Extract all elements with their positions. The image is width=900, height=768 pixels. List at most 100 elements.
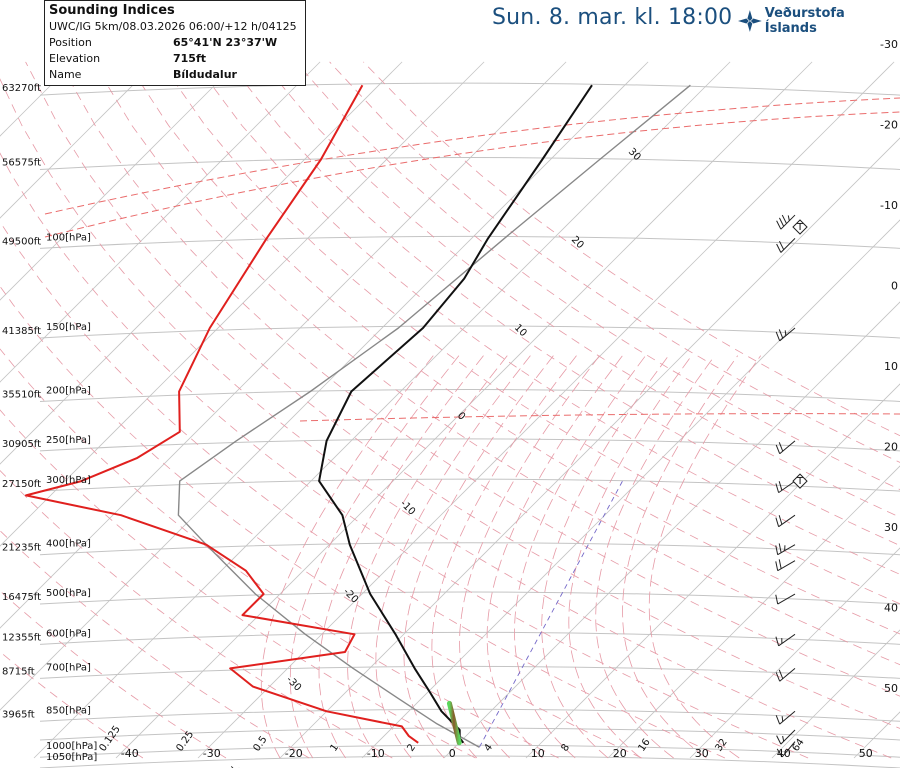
wind-barb-staff: [778, 514, 796, 528]
altitude-label: 49500ft: [2, 236, 41, 247]
wind-barb-flag: [781, 716, 784, 722]
dry-adiabat-line: [194, 61, 900, 575]
level-marker-label: T: [796, 222, 804, 233]
wind-barb-flag: [778, 240, 785, 250]
axis-labels: 1050[hPa]1000[hPa] 850[hPa] 3965ft 700[hPa]…: [2, 38, 898, 768]
wind-barb-staff: [779, 440, 796, 455]
moist-adiabat-line: [622, 355, 739, 759]
dry-adiabat-line: [126, 61, 900, 635]
wind-barb: [775, 514, 796, 528]
mixing-ratio-label: 1: [328, 742, 341, 754]
wind-barb-staff: [781, 741, 796, 758]
parcel-curve: [177, 84, 691, 748]
mixing-ratio-label: 32: [713, 737, 729, 754]
altitude-label: 8715ft: [2, 666, 35, 677]
isobar-line: [39, 82, 900, 96]
altitude-label: 35510ft: [2, 390, 41, 401]
wind-barb-flag: [775, 483, 780, 493]
infobox-label: Position: [49, 36, 92, 49]
isotherm-line: [33, 61, 731, 759]
level-marker-label: T: [796, 476, 804, 487]
dry-adiabat-line: [261, 61, 900, 518]
chart-title: Sun. 8. mar. kl. 18:00: [492, 5, 733, 30]
wind-barb-staff: [780, 237, 796, 253]
wind-barb-flag: [776, 748, 783, 758]
bottom-temp-label: 40: [777, 747, 791, 760]
dry-adiabat-line: [0, 651, 144, 759]
infobox-row-elevation: Elevation 715ft: [49, 51, 301, 67]
dry-adiabat-line: [25, 61, 900, 729]
isotherm-line: [361, 219, 900, 759]
moist-adiabat-line: [514, 355, 646, 759]
infobox-value: 65°41'N 23°37'W: [173, 36, 278, 49]
mixing-ratio-label: 8: [559, 742, 572, 754]
isobar-line: [39, 708, 900, 722]
wind-barb-staff: [780, 214, 796, 230]
moist-adiabat-line: [648, 355, 762, 759]
isotherm-line: [0, 61, 567, 629]
pressure-label: 100[hPa]: [46, 232, 91, 243]
dewpoint-curve: [25, 84, 419, 744]
temperature-curve: [318, 84, 593, 744]
moist-adiabat-line: [568, 355, 692, 759]
upper-dashed-line: [299, 413, 900, 422]
altitude-label: 27150ft: [2, 479, 41, 490]
infobox-title: Sounding Indices: [49, 3, 175, 18]
dry-adiabat-line: [329, 61, 900, 463]
moist-adiabat-line: [347, 355, 508, 759]
pressure-label: 250[hPa]: [46, 435, 91, 446]
wind-barb: [775, 710, 796, 725]
bottom-temp-label: -20: [285, 747, 303, 760]
dry-adiabat-line: [295, 61, 900, 491]
isotherm-line: [0, 61, 157, 219]
wind-barb-flag: [775, 561, 779, 571]
dry-adiabat-line: [0, 469, 393, 759]
wind-barb-flag: [775, 715, 781, 725]
logo-text: Veðurstofa Íslands: [764, 6, 845, 36]
dry-adiabat-line: [363, 61, 900, 437]
wind-barb-flag: [778, 442, 784, 452]
isobar-line: [39, 478, 900, 492]
isotherm-line: [525, 383, 900, 759]
isobar-line: [39, 727, 900, 741]
moist-adiabat-line: [431, 355, 577, 759]
wind-barb-flag: [776, 243, 782, 253]
moist-adiabat-line: [318, 355, 484, 759]
infobox-value: Bíldudalur: [173, 68, 237, 81]
right-temp-label: 30: [884, 521, 898, 534]
wind-barb-flag: [784, 330, 787, 336]
isobar-line: [39, 235, 900, 249]
wind-barb: [775, 559, 796, 572]
pressure-label: 200[hPa]: [46, 386, 91, 397]
pressure-label: 400[hPa]: [46, 539, 91, 550]
dry-adiabat-line: [160, 61, 900, 605]
bottom-temp-label: -10: [367, 747, 385, 760]
wind-barb-flag: [776, 735, 782, 745]
wind-barb: [775, 633, 796, 647]
pressure-label: 1050[hPa]: [46, 752, 97, 763]
bottom-temp-label: 50: [859, 747, 873, 760]
isotherm-line: [0, 61, 239, 301]
wind-barb: [776, 729, 796, 745]
mixing-ratio-label: 0.5: [251, 734, 269, 753]
wind-barb-flag: [781, 214, 787, 224]
dry-adiabat-line: [0, 152, 809, 759]
wind-barb-flag: [778, 515, 783, 525]
pressure-label: 500[hPa]: [46, 588, 91, 599]
moist-adiabat-line: [260, 355, 434, 759]
wind-barb: [775, 440, 796, 455]
pressure-label: 300[hPa]: [46, 475, 91, 486]
curve-temp-label: -40: [227, 762, 246, 768]
wind-barb-flag: [778, 481, 783, 491]
bottom-temp-label: 10: [531, 747, 545, 760]
wind-barb-flag: [787, 215, 790, 221]
infobox-row-name: Name Bíldudalur: [49, 67, 301, 83]
wind-barb-flag: [775, 594, 779, 605]
moist-adiabat-line: [403, 355, 554, 759]
upper-dashed-line: [44, 111, 900, 238]
surface-parcel-segment: [446, 700, 462, 746]
bottom-temp-label: -40: [121, 747, 139, 760]
moist-adiabat-line: [541, 355, 669, 759]
moist-adiabat-line: [459, 355, 600, 759]
